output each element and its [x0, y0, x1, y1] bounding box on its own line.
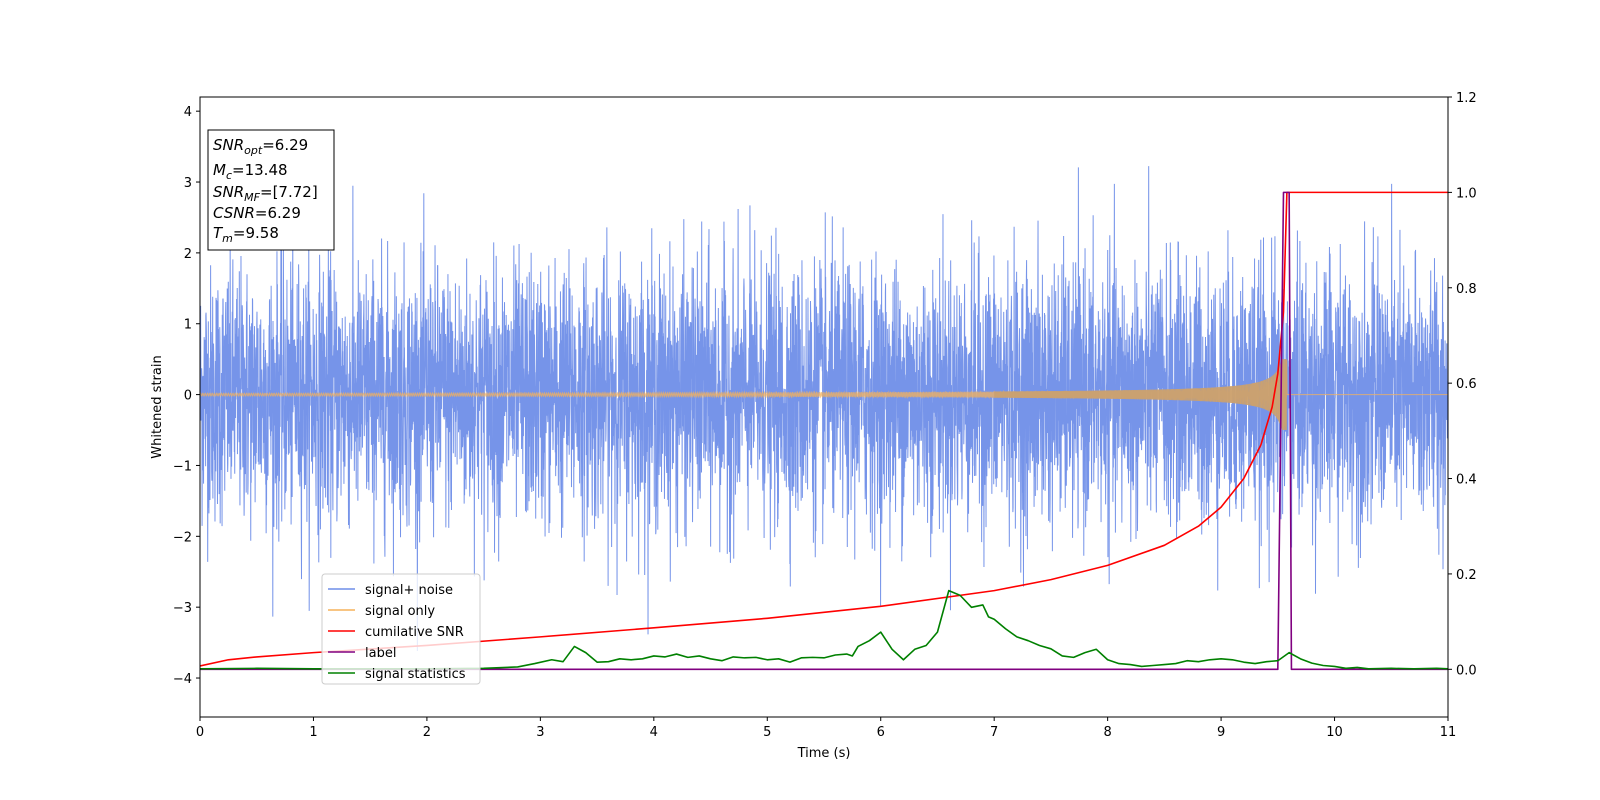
- y-axis-right: 1.2 1.0 0.8 0.6 0.4 0.2 0.0: [1448, 91, 1477, 678]
- info-line: CSNR=6.29: [213, 204, 301, 222]
- series-signal-only-envelope: [994, 359, 1287, 431]
- info-var: M: [213, 161, 226, 179]
- y-left-tick-label: 4: [184, 105, 192, 120]
- y-left-tick-label: 3: [184, 176, 192, 191]
- legend-frame: [321, 573, 481, 685]
- y-left-tick-label: 1: [184, 318, 192, 333]
- info-sub: c: [226, 169, 232, 182]
- x-tick-label: 2: [423, 725, 431, 740]
- y-left-tick-label: −2: [173, 530, 192, 545]
- info-value: =6.29: [255, 204, 301, 222]
- y-right-tick-label: 0.2: [1456, 568, 1477, 583]
- y-left-tick-label: 0: [184, 389, 192, 404]
- y-right-tick-label: 0.4: [1456, 473, 1477, 488]
- y-axis-left: 4 3 2 1 0 −1 −2 −3 −4: [173, 105, 200, 687]
- x-tick-label: 10: [1326, 725, 1343, 740]
- plot-frame: [199, 96, 1449, 718]
- info-box: SNRopt=6.29Mc=13.48SNRMF=[7.72]CSNR=6.29…: [207, 129, 335, 251]
- x-tick-label: 9: [1217, 725, 1225, 740]
- y-right-tick-label: 0.8: [1456, 282, 1477, 297]
- y-right-tick-label: 0.0: [1456, 663, 1477, 678]
- y-left-tick-label: −1: [173, 459, 192, 474]
- info-var: T: [213, 224, 224, 242]
- info-value: =[7.72]: [260, 183, 318, 201]
- y-right-tick-label: 1.2: [1456, 91, 1477, 106]
- info-var: SNR: [213, 136, 244, 154]
- legend-label: cumilative SNR: [365, 625, 464, 640]
- x-tick-label: 8: [1103, 725, 1111, 740]
- info-value: =6.29: [262, 136, 308, 154]
- info-line: Mc=13.48: [213, 161, 288, 182]
- legend-label: signal+ noise: [365, 583, 453, 598]
- info-box-frame: [207, 129, 335, 251]
- info-value: =9.58: [233, 224, 279, 242]
- info-line: Tm=9.58: [213, 224, 279, 245]
- legend: signal+ noise signal only cumilative SNR la…: [321, 573, 481, 685]
- info-line: SNRMF=[7.72]: [213, 183, 318, 204]
- info-line: SNRopt=6.29: [213, 136, 308, 157]
- x-tick-label: 4: [650, 725, 658, 740]
- x-tick-label: 5: [763, 725, 771, 740]
- x-axis: 0 1 2 3 4 5 6 7 8 9 10 11: [196, 717, 1456, 740]
- y-axis-label: Whitened strain: [150, 355, 165, 458]
- y-left-tick-label: 2: [184, 247, 192, 262]
- series-signal-statistics-line: [200, 589, 1448, 670]
- x-tick-label: 0: [196, 725, 204, 740]
- info-sub: MF: [244, 191, 260, 204]
- x-axis-label: Time (s): [797, 746, 851, 761]
- series-signal-noise-line: [200, 166, 1448, 652]
- info-var: SNR: [213, 183, 244, 201]
- info-sub: m: [222, 232, 233, 245]
- legend-label: signal only: [365, 604, 435, 619]
- x-tick-label: 7: [990, 725, 998, 740]
- y-left-tick-label: −4: [173, 672, 192, 687]
- info-var: CSNR: [213, 204, 255, 222]
- x-tick-label: 11: [1440, 725, 1457, 740]
- x-tick-label: 1: [309, 725, 317, 740]
- y-right-tick-label: 0.6: [1456, 377, 1477, 392]
- info-value: =13.48: [232, 161, 288, 179]
- y-right-tick-label: 1.0: [1456, 186, 1477, 201]
- info-sub: opt: [244, 144, 263, 157]
- legend-label: signal statistics: [365, 667, 466, 682]
- legend-label: label: [365, 646, 396, 661]
- x-tick-label: 6: [877, 725, 885, 740]
- x-tick-label: 3: [536, 725, 544, 740]
- y-left-tick-label: −3: [173, 601, 192, 616]
- series-label-line: [200, 191, 1448, 671]
